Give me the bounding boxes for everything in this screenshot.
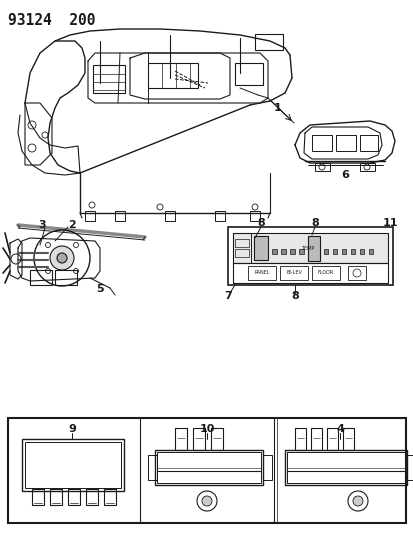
Text: 6: 6 [340, 170, 348, 180]
Bar [165, 211, 175, 221]
Bar [22, 439, 124, 491]
Bar [233, 233, 387, 263]
Bar [404, 455, 412, 480]
Bar [157, 452, 260, 483]
Bar [279, 266, 307, 280]
Circle shape [352, 496, 362, 506]
Circle shape [50, 246, 74, 270]
Bar [68, 489, 80, 505]
Bar [294, 428, 305, 450]
Text: 93124  200: 93124 200 [8, 13, 95, 28]
Bar [311, 135, 331, 151]
Bar [280, 249, 285, 254]
Bar [214, 211, 224, 221]
Bar [32, 489, 44, 505]
Bar [233, 233, 250, 263]
Bar [335, 135, 355, 151]
Bar [50, 489, 62, 505]
Bar [350, 249, 354, 254]
Text: 9: 9 [68, 424, 76, 434]
Bar [233, 263, 387, 283]
Bar [307, 236, 319, 261]
Circle shape [57, 253, 67, 263]
Text: 4: 4 [335, 424, 343, 434]
Text: 5: 5 [96, 284, 104, 294]
Text: FLOOR: FLOOR [317, 271, 333, 276]
Bar [359, 249, 363, 254]
Text: 7: 7 [223, 291, 231, 301]
Bar [254, 236, 267, 260]
Bar [284, 450, 406, 485]
Text: 8: 8 [290, 291, 298, 301]
Bar [368, 249, 372, 254]
Bar [249, 211, 259, 221]
Bar [85, 211, 95, 221]
Bar [55, 270, 77, 285]
Circle shape [202, 496, 211, 506]
Bar [342, 428, 353, 450]
Bar [341, 249, 345, 254]
Bar [262, 455, 271, 480]
Text: 2: 2 [68, 220, 76, 230]
Bar [228, 227, 392, 285]
Bar [115, 211, 125, 221]
Bar [93, 65, 125, 93]
Text: 1: 1 [273, 103, 281, 113]
Bar [235, 239, 248, 247]
Text: BI-LEV: BI-LEV [285, 271, 301, 276]
Bar [323, 249, 327, 254]
Text: 10: 10 [199, 424, 214, 434]
Bar [311, 266, 339, 280]
Text: 11: 11 [381, 218, 397, 228]
Bar [147, 455, 157, 480]
Bar [25, 442, 121, 488]
Bar [86, 489, 98, 505]
Text: 8: 8 [311, 218, 318, 228]
Bar [289, 249, 294, 254]
Text: 8: 8 [256, 218, 264, 228]
Bar [359, 135, 377, 151]
Bar [192, 428, 204, 450]
Text: TEMP: TEMP [301, 246, 314, 251]
Text: 3: 3 [38, 220, 46, 230]
Bar [347, 266, 365, 280]
Bar [314, 163, 329, 171]
Bar [310, 428, 321, 450]
Bar [332, 249, 336, 254]
Bar [235, 63, 262, 85]
Bar [211, 428, 223, 450]
Bar [30, 270, 52, 285]
Bar [8, 418, 405, 523]
Bar [247, 266, 275, 280]
Bar [271, 249, 276, 254]
Bar [104, 489, 116, 505]
Bar [286, 452, 404, 483]
Bar [235, 249, 248, 257]
Bar [254, 34, 282, 50]
Bar [326, 428, 337, 450]
Bar [298, 249, 303, 254]
Bar [359, 163, 374, 171]
Bar [147, 63, 197, 88]
Bar [154, 450, 262, 485]
Bar [175, 428, 187, 450]
Text: PANEL: PANEL [254, 271, 269, 276]
